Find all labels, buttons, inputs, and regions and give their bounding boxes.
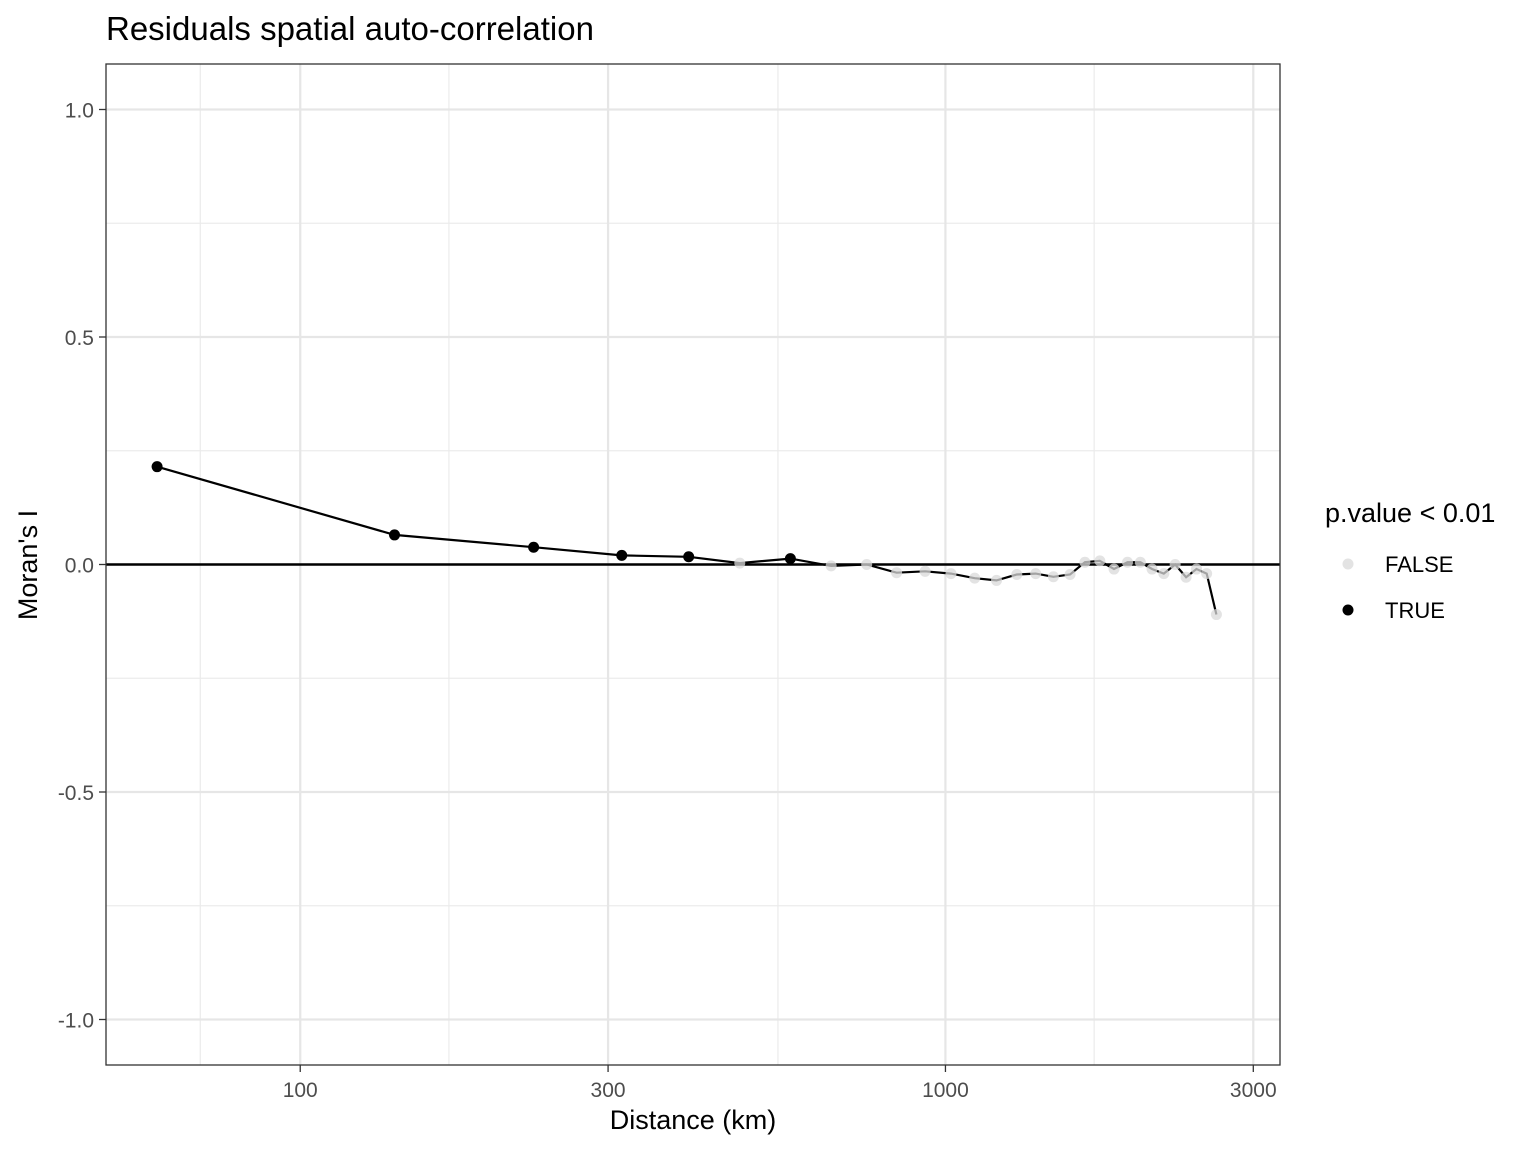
legend-key-true	[1342, 604, 1354, 616]
data-point-not-significant	[919, 565, 931, 577]
data-point-not-significant	[1030, 568, 1042, 580]
series-line	[156, 465, 1218, 615]
x-axis-title: Distance (km)	[610, 1105, 777, 1135]
data-point-not-significant	[1158, 568, 1170, 580]
data-point-not-significant	[825, 560, 837, 572]
data-point-not-significant	[1122, 556, 1134, 568]
data-point-not-significant	[1191, 563, 1203, 575]
data-point-not-significant	[1201, 568, 1213, 580]
data-point-not-significant	[1134, 556, 1146, 568]
data-point-significant	[151, 461, 163, 473]
data-point-significant	[389, 529, 401, 541]
x-axis: 100 300 1000 3000	[283, 1065, 1277, 1102]
data-point-not-significant	[734, 557, 746, 569]
data-point-not-significant	[1180, 571, 1192, 583]
data-point-significant	[784, 553, 796, 565]
x-tick-label: 300	[591, 1079, 626, 1102]
y-tick-label: 0.5	[65, 327, 94, 350]
data-point-significant	[683, 551, 695, 563]
x-tick-label: 100	[283, 1079, 318, 1102]
data-point-not-significant	[1108, 563, 1120, 575]
y-tick-label: -1.0	[58, 1010, 94, 1033]
x-tick-label: 3000	[1230, 1079, 1277, 1102]
data-point-not-significant	[945, 568, 957, 580]
data-point-not-significant	[1094, 555, 1106, 567]
data-point-not-significant	[1210, 609, 1222, 621]
data-point-not-significant	[1169, 559, 1181, 570]
y-axis-title: Moran's I	[13, 510, 43, 620]
major-grid	[106, 64, 1280, 1065]
data-point-not-significant	[1047, 571, 1059, 583]
legend-label-true: TRUE	[1385, 598, 1445, 623]
y-tick-label: -0.5	[58, 782, 94, 805]
data-point-not-significant	[1064, 569, 1076, 581]
data-point-significant	[616, 549, 628, 561]
data-point-not-significant	[1146, 563, 1158, 575]
data-point-not-significant	[969, 572, 981, 584]
y-tick-label: 0.0	[65, 555, 94, 578]
data-point-not-significant	[1079, 556, 1091, 568]
legend: p.value < 0.01 FALSE TRUE	[1325, 498, 1495, 623]
legend-label-false: FALSE	[1385, 552, 1453, 577]
legend-key-false	[1342, 558, 1354, 570]
data-point-significant	[528, 541, 540, 553]
data-point-not-significant	[861, 559, 873, 570]
data-point-not-significant	[891, 567, 903, 579]
legend-title: p.value < 0.01	[1325, 498, 1495, 528]
chart-title: Residuals spatial auto-correlation	[106, 10, 594, 47]
y-tick-label: 1.0	[65, 100, 94, 123]
data-points	[151, 461, 1222, 621]
minor-grid	[106, 64, 1280, 1065]
data-point-not-significant	[1011, 569, 1023, 581]
data-point-not-significant	[991, 574, 1003, 586]
x-tick-label: 1000	[922, 1079, 969, 1102]
y-axis: -1.0 -0.5 0.0 0.5 1.0	[58, 100, 106, 1033]
